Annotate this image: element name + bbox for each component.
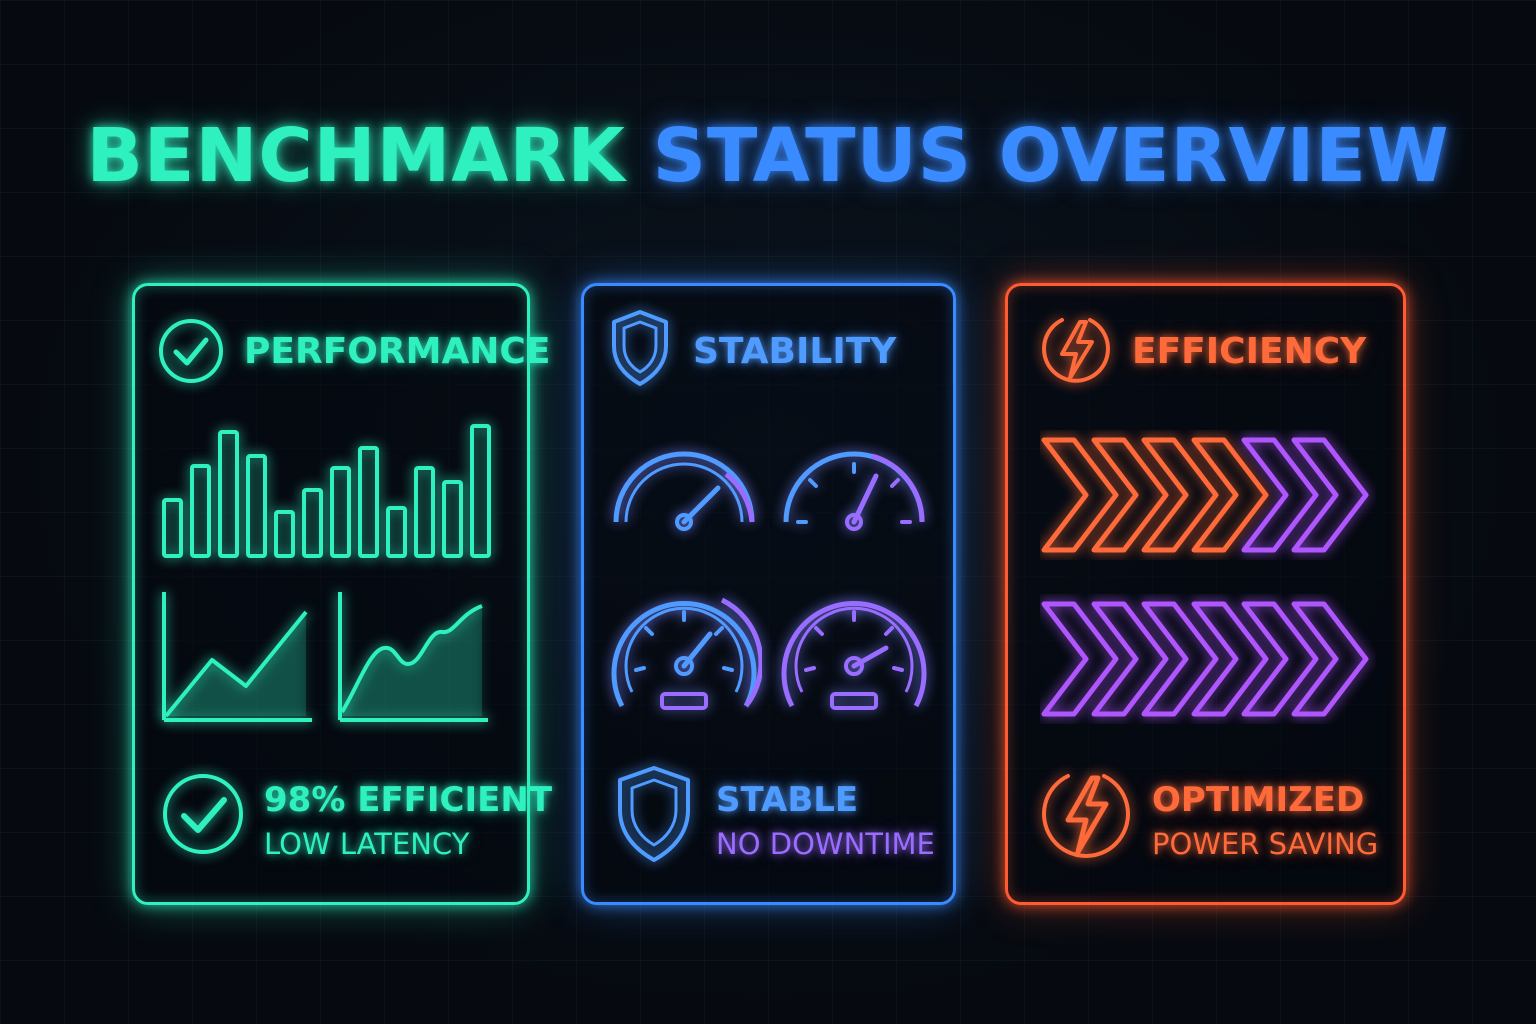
lightning-bolt-icon: [1042, 318, 1110, 383]
shield-icon: [612, 310, 668, 386]
page-title: BENCHMARK STATUS OVERVIEW: [0, 112, 1536, 200]
stability-headline: STABLE: [716, 780, 859, 820]
chevron-row-icon: [1041, 437, 1369, 553]
area-chart-icon: [338, 592, 488, 722]
efficiency-panel: [1005, 283, 1406, 905]
efficiency-title: EFFICIENCY: [1132, 331, 1367, 372]
line-chart-icon: [162, 592, 312, 722]
page-title-part1: BENCHMARK: [86, 113, 626, 199]
speedometer-icon: [611, 597, 762, 710]
check-circle-icon: [163, 774, 243, 854]
shield-icon: [618, 766, 690, 862]
performance-detail: LOW LATENCY: [264, 827, 470, 861]
efficiency-headline: OPTIMIZED: [1152, 780, 1365, 820]
performance-title: PERFORMANCE: [244, 331, 551, 372]
lightning-bolt-icon: [1042, 774, 1130, 858]
gauge-icon: [613, 451, 755, 531]
performance-panel: [132, 283, 530, 905]
speedometer-icon: [781, 601, 927, 710]
stability-detail: NO DOWNTIME: [716, 827, 935, 861]
chevron-row-icon: [1041, 601, 1369, 717]
stability-title: STABILITY: [693, 331, 897, 372]
stability-panel: [581, 283, 956, 905]
bar-chart-icon: [162, 424, 491, 558]
check-circle-icon: [159, 319, 223, 383]
gauge-icon: [783, 451, 925, 531]
efficiency-detail: POWER SAVING: [1152, 827, 1379, 861]
performance-headline: 98% EFFICIENT: [264, 780, 553, 820]
page-title-part2: STATUS OVERVIEW: [652, 113, 1450, 199]
